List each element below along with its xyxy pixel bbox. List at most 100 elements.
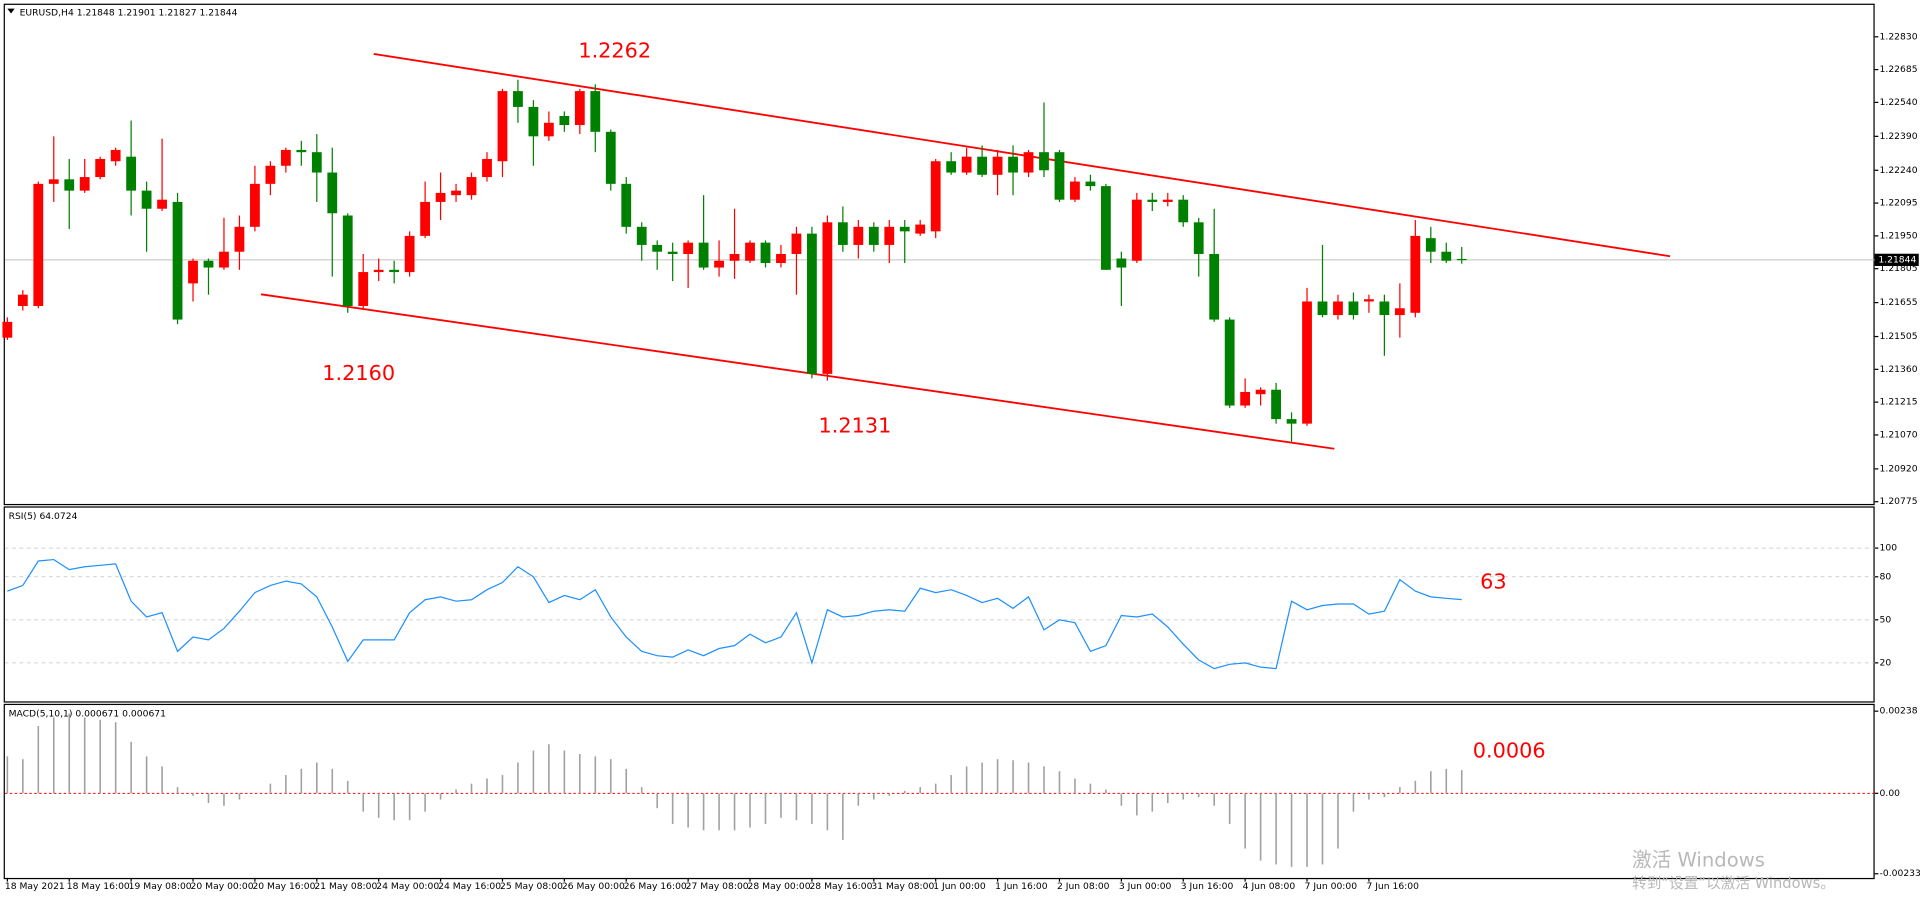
annotation: 1.2160 xyxy=(322,361,395,385)
candle-body xyxy=(791,233,802,254)
candle-body xyxy=(807,233,817,374)
channel-lower xyxy=(260,293,1335,450)
candle-body xyxy=(358,272,369,307)
y-tick-label: 50 xyxy=(1880,614,1892,625)
candle-body xyxy=(652,244,663,252)
candle-body xyxy=(17,294,28,307)
x-tick-label: 18 May 16:00 xyxy=(67,881,130,892)
y-tick-label: 1.20920 xyxy=(1880,463,1918,474)
y-tick-label: 1.21360 xyxy=(1880,364,1918,375)
x-tick-label: 26 May 16:00 xyxy=(624,881,687,892)
candle-body xyxy=(1255,389,1266,395)
candle-body xyxy=(1100,186,1111,270)
candle-body xyxy=(899,226,910,232)
candle-body xyxy=(977,156,988,175)
x-tick-label: 4 Jun 08:00 xyxy=(1243,881,1296,892)
candle-body xyxy=(961,156,972,173)
macd-signal: 0.000671 xyxy=(122,708,166,719)
rsi-header: RSI(5) 64.0724 xyxy=(9,511,78,522)
candle-body xyxy=(884,226,895,245)
x-tick-label: 31 May 08:00 xyxy=(871,881,934,892)
high: 1.21901 xyxy=(118,7,156,18)
candle-body xyxy=(1116,258,1127,268)
y-tick-label: 1.21950 xyxy=(1880,230,1918,241)
candle-body xyxy=(466,177,477,196)
candle-body xyxy=(574,91,585,126)
candle-body xyxy=(1054,152,1065,200)
candle-body xyxy=(667,251,678,254)
y-tick-label: 1.22830 xyxy=(1880,31,1918,42)
candle-body xyxy=(992,156,1003,175)
candle-body xyxy=(528,106,539,137)
candle-body xyxy=(1147,199,1158,202)
y-tick-label: 1.22095 xyxy=(1880,198,1918,209)
candle-body xyxy=(698,242,709,268)
candle-body xyxy=(141,190,152,209)
candle-body xyxy=(1348,301,1359,316)
macd-title: MACD(5,10,1) xyxy=(9,708,73,719)
macd-value: 0.000671 xyxy=(75,708,119,719)
x-tick-label: 24 May 00:00 xyxy=(376,881,439,892)
candle-body xyxy=(172,201,183,320)
x-tick-label: 26 May 00:00 xyxy=(562,881,625,892)
candle-body xyxy=(915,224,926,234)
candle-body xyxy=(1224,319,1235,406)
x-tick-label: 24 May 16:00 xyxy=(438,881,501,892)
y-tick-label: 1.22540 xyxy=(1880,97,1918,108)
candle-body xyxy=(265,165,276,184)
candle-body xyxy=(1039,152,1049,171)
channel-upper xyxy=(373,53,1671,258)
y-tick-label: 0.00238 xyxy=(1880,706,1918,717)
open: 1.21848 xyxy=(77,7,115,18)
candle-body xyxy=(389,269,400,273)
y-tick-label: 1.21805 xyxy=(1880,263,1918,274)
candle-body xyxy=(451,190,461,196)
x-tick-label: 19 May 08:00 xyxy=(129,881,192,892)
x-tick-label: 7 Jun 00:00 xyxy=(1305,881,1358,892)
candle-body xyxy=(234,226,245,252)
candle-body xyxy=(1131,199,1142,261)
y-tick-label: 1.22240 xyxy=(1880,165,1918,176)
candle-body xyxy=(822,222,833,374)
y-tick-label: 20 xyxy=(1880,657,1892,668)
annotation: 1.2262 xyxy=(578,38,651,62)
candle-body xyxy=(621,183,632,227)
candle-body xyxy=(714,260,724,268)
watermark-subtitle: 转到“设置”以激活 Windows。 xyxy=(1632,875,1835,892)
x-tick-label: 25 May 08:00 xyxy=(500,881,563,892)
x-tick-label: 27 May 08:00 xyxy=(686,881,749,892)
macd-pane xyxy=(3,703,1875,880)
candle-body xyxy=(1008,156,1018,173)
candle-body xyxy=(776,253,786,264)
y-tick-label: -0.00233 xyxy=(1880,868,1920,879)
price-pane xyxy=(3,3,1875,506)
candle-body xyxy=(513,91,523,107)
candle-body xyxy=(420,201,431,236)
candle-body xyxy=(497,91,508,162)
candle-body xyxy=(373,269,384,273)
macd-header: MACD(5,10,1) 0.000671 0.000671 xyxy=(9,708,166,719)
x-tick-label: 7 Jun 16:00 xyxy=(1366,881,1419,892)
y-tick-label: 1.22390 xyxy=(1880,131,1918,142)
candle-body xyxy=(1364,299,1374,302)
candle-body xyxy=(745,242,755,261)
candle-body xyxy=(729,253,740,261)
symbol: EURUSD,H4 xyxy=(20,7,74,18)
annotation: 1.2131 xyxy=(818,414,891,438)
annotation: 0.0006 xyxy=(1473,739,1546,763)
candle-body xyxy=(1271,389,1281,420)
y-tick-label: 0.00 xyxy=(1880,788,1901,799)
low: 1.21827 xyxy=(159,7,197,18)
candle-body xyxy=(327,172,338,214)
candle-body xyxy=(853,226,864,245)
candle-body xyxy=(296,149,307,153)
candle-body xyxy=(33,183,44,307)
candle-body xyxy=(79,177,90,191)
candle-body xyxy=(482,158,492,178)
x-tick-label: 1 Jun 00:00 xyxy=(933,881,986,892)
menu-arrow[interactable] xyxy=(7,8,15,14)
x-tick-label: 3 Jun 00:00 xyxy=(1119,881,1172,892)
price-header: EURUSD,H4 1.21848 1.21901 1.21827 1.2184… xyxy=(20,7,238,18)
x-tick-label: 3 Jun 16:00 xyxy=(1181,881,1234,892)
